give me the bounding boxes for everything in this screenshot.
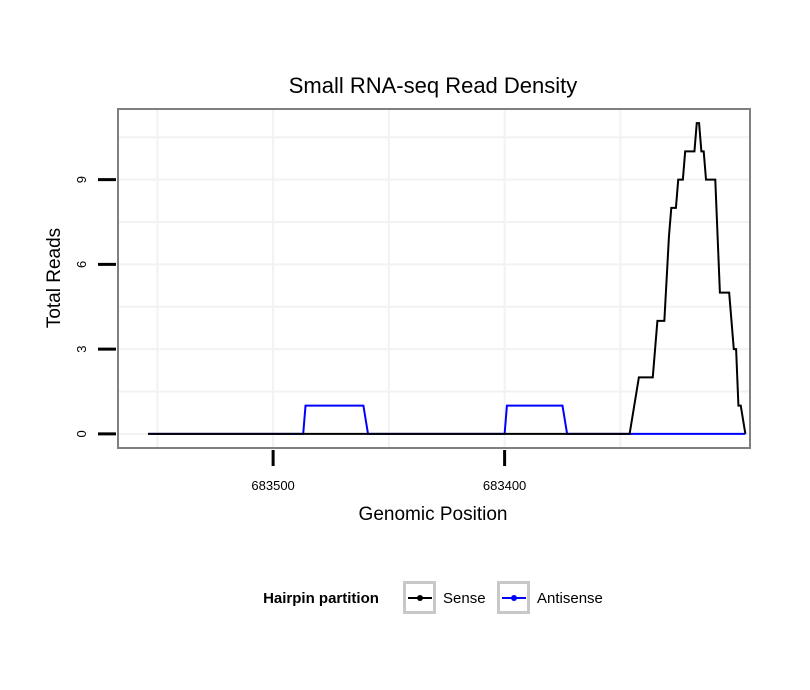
axes: 0 3 6 9 683500 683400 xyxy=(74,176,526,493)
legend: Hairpin partition Sense Antisense xyxy=(263,581,603,614)
y-axis-title: Total Reads xyxy=(44,228,65,328)
legend-key-point xyxy=(417,595,423,601)
legend-title: Hairpin partition xyxy=(263,590,379,607)
series-line-sense xyxy=(148,122,747,435)
series-layer xyxy=(148,122,747,435)
x-tick-label: 683400 xyxy=(483,478,526,493)
legend-item-sense: Sense xyxy=(403,581,486,614)
y-tick-label: 9 xyxy=(74,176,89,183)
y-tick-label: 6 xyxy=(74,261,89,268)
x-tick-label: 683500 xyxy=(251,478,294,493)
legend-key-point xyxy=(511,595,517,601)
series-line-antisense xyxy=(148,404,746,435)
y-tick-label: 3 xyxy=(74,346,89,353)
grid xyxy=(118,109,750,448)
x-axis-title: Genomic Position xyxy=(359,504,508,525)
legend-label: Sense xyxy=(443,590,486,607)
y-tick-label: 0 xyxy=(74,430,89,437)
legend-label: Antisense xyxy=(537,590,603,607)
plot-panel xyxy=(117,108,751,449)
legend-item-antisense: Antisense xyxy=(497,581,603,614)
chart-title: Small RNA-seq Read Density xyxy=(289,73,578,98)
